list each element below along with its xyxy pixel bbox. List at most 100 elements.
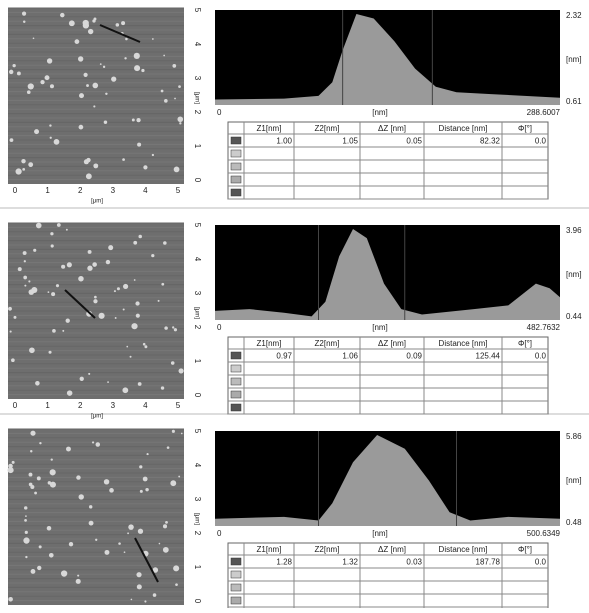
particle: [86, 84, 89, 87]
particle: [29, 347, 35, 354]
particle: [34, 129, 40, 135]
particle: [151, 153, 155, 157]
particle: [12, 64, 16, 68]
particle: [152, 567, 159, 573]
particle: [28, 472, 33, 477]
profile-area: [215, 229, 560, 320]
y-tick-label: 3: [193, 497, 202, 502]
particle: [178, 475, 181, 478]
particle: [99, 63, 102, 66]
swatch: [230, 364, 242, 373]
particle: [122, 308, 125, 311]
particle: [79, 93, 84, 99]
particle: [24, 519, 27, 522]
particle: [11, 460, 15, 464]
particle: [179, 122, 182, 125]
table-header: Z2[nm]: [315, 124, 340, 133]
particle: [49, 481, 56, 488]
particle: [102, 65, 106, 68]
y-tick-label: 2: [193, 325, 202, 330]
particle: [138, 234, 142, 239]
swatch: [230, 403, 242, 412]
x-max: 500.6349: [527, 529, 561, 538]
x-max: 482.7632: [527, 323, 561, 332]
particle: [163, 241, 167, 245]
particle: [39, 441, 42, 445]
particle: [151, 38, 154, 40]
particle: [28, 482, 33, 487]
particle: [49, 469, 56, 476]
particle: [180, 432, 183, 435]
table-cell: 0.05: [406, 137, 422, 146]
particle: [104, 549, 110, 555]
table-header: Z1[nm]: [257, 339, 282, 348]
x-tick-label: 4: [143, 186, 148, 195]
y-unit: [μm]: [193, 513, 199, 525]
particle: [111, 76, 117, 82]
table-cell: 0.09: [406, 352, 422, 361]
y-unit: [μm]: [193, 307, 199, 319]
x-min: 0: [217, 108, 222, 117]
particle: [49, 84, 54, 89]
particle: [152, 593, 157, 597]
particle: [9, 330, 12, 333]
particle: [50, 232, 54, 236]
panel: 012345012345[μm][μm]5.86[nm]0.480[nm]500…: [7, 428, 582, 613]
particle: [35, 380, 40, 386]
particle: [94, 295, 97, 299]
profile-area: [215, 14, 560, 105]
y-min: 0.44: [566, 312, 582, 321]
swatch: [230, 188, 242, 197]
particle: [23, 20, 26, 24]
particle: [22, 251, 27, 256]
particle: [21, 158, 26, 164]
particle: [137, 528, 144, 534]
x-unit: [nm]: [372, 108, 388, 117]
particle: [79, 376, 84, 381]
table-header: Distance [nm]: [439, 339, 488, 348]
particle: [32, 37, 35, 40]
particle: [145, 487, 149, 492]
particle: [108, 245, 114, 251]
x-tick-label: 2: [78, 401, 83, 410]
particle: [170, 480, 177, 487]
particle: [83, 72, 88, 77]
swatch: [230, 136, 242, 145]
table-header: Distance [nm]: [439, 545, 488, 554]
particle: [47, 291, 50, 293]
y-min: 0.48: [566, 518, 582, 527]
particle: [15, 168, 22, 175]
particle: [157, 299, 160, 302]
particle: [109, 488, 114, 493]
arrow: [64, 289, 96, 319]
particle: [158, 542, 161, 545]
particle: [126, 345, 129, 348]
particle: [133, 240, 138, 245]
particle: [16, 71, 21, 76]
particle: [144, 345, 148, 349]
particle: [55, 284, 60, 288]
particle: [92, 82, 99, 89]
particle: [66, 390, 73, 396]
particle: [88, 372, 91, 375]
particle: [173, 166, 180, 173]
particle: [139, 489, 143, 493]
particle: [66, 446, 71, 452]
particle: [165, 520, 168, 524]
particle: [88, 505, 93, 509]
particle: [48, 552, 54, 558]
particle: [92, 19, 96, 23]
particle: [144, 600, 147, 603]
y-max: 5.86: [566, 432, 582, 441]
panel: 0 1 2 3 4 5 0 1 2 3 4 5 [μm] [μm] 3.96 [nm] 0.44 0 [nm] 482…: [8, 222, 582, 420]
particle: [27, 83, 34, 90]
particle: [56, 223, 61, 227]
particle: [25, 555, 28, 559]
particle: [170, 361, 175, 365]
x-unit: [μm]: [91, 414, 103, 420]
y-unit: [μm]: [193, 92, 199, 104]
particle: [118, 542, 121, 545]
particle: [92, 262, 97, 267]
particle: [172, 326, 175, 329]
table-header: Φ[°]: [518, 124, 532, 133]
